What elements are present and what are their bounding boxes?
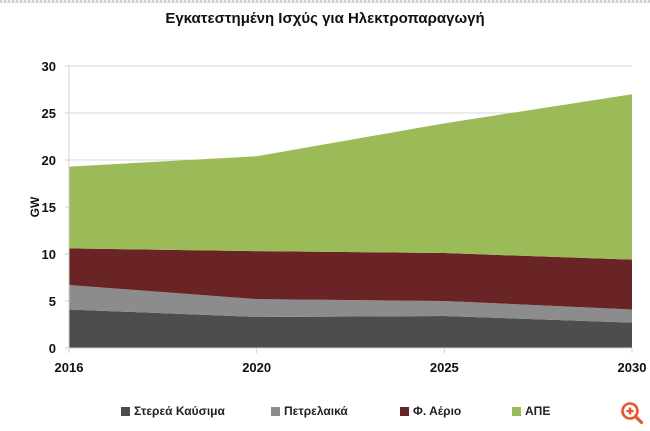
legend-label: Πετρελαικά: [284, 404, 348, 418]
x-tick-label: 2025: [430, 360, 459, 375]
y-tick-label: 20: [42, 153, 56, 168]
chart-legend: Στερεά Καύσιμα Πετρελαικά Φ. Αέριο ΑΠΕ: [0, 404, 650, 424]
legend-item-solid-fuels: Στερεά Καύσιμα: [121, 404, 225, 418]
area-ΑΠΕ: [69, 94, 632, 260]
legend-label: ΑΠΕ: [525, 404, 551, 418]
legend-swatch: [121, 406, 130, 416]
x-tick-label: 2016: [55, 360, 84, 375]
y-tick-label: 30: [42, 59, 56, 74]
y-axis-ticks: 0 5 10 15 20 25 30: [42, 59, 69, 356]
chart-title: Εγκατεστημένη Ισχύς για Ηλεκτροπαραγωγή: [165, 10, 485, 27]
area-Φ. Αέριο: [69, 248, 632, 310]
legend-label: Στερεά Καύσιμα: [134, 404, 225, 418]
y-axis-label: GW: [28, 196, 42, 217]
legend-item-oil: Πετρελαικά: [271, 404, 348, 418]
x-tick-label: 2020: [242, 360, 271, 375]
area-series: [69, 94, 632, 348]
y-tick-label: 0: [49, 341, 56, 356]
x-tick-label: 2030: [618, 360, 647, 375]
y-tick-label: 15: [42, 200, 56, 215]
x-axis-ticks: 2016 2020 2025 2030: [55, 348, 647, 375]
top-border-strip: [0, 0, 650, 3]
y-tick-label: 25: [42, 106, 56, 121]
legend-swatch: [271, 406, 280, 416]
legend-label: Φ. Αέριο: [413, 404, 462, 418]
legend-swatch: [400, 406, 409, 416]
legend-item-natural-gas: Φ. Αέριο: [400, 404, 461, 418]
area-Στερεά Καύσιμα: [69, 309, 632, 348]
zoom-in-button[interactable]: [619, 400, 645, 426]
y-tick-label: 10: [42, 247, 56, 262]
zoom-in-icon: [621, 402, 644, 425]
y-tick-label: 5: [49, 294, 56, 309]
legend-item-renewables: ΑΠΕ: [512, 404, 550, 418]
legend-swatch: [512, 406, 521, 416]
area-Πετρελαικά: [69, 285, 632, 323]
